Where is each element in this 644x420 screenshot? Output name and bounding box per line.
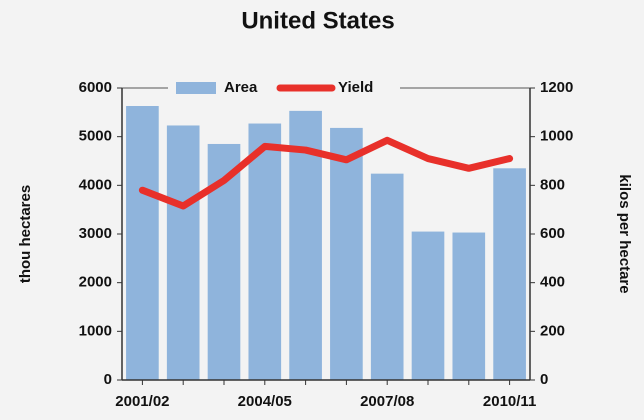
y2-tick-label: 200 (540, 322, 565, 339)
y2-axis-label: kilos per hectare (616, 174, 633, 293)
y-tick-label: 1000 (79, 322, 112, 339)
x-tick-label: 2007/08 (360, 393, 414, 410)
x-tick-label: 2001/02 (115, 393, 169, 410)
bar (166, 125, 200, 381)
bar (330, 127, 363, 380)
bar (493, 168, 526, 380)
legend-swatch (176, 82, 216, 94)
y2-tick-label: 800 (540, 176, 565, 193)
y-tick-label: 6000 (79, 79, 112, 96)
y2-tick-label: 1000 (540, 128, 573, 145)
bar (452, 232, 486, 380)
y-tick-label: 5000 (79, 128, 112, 145)
y-tick-label: 2000 (79, 274, 112, 291)
x-tick-label: 2004/05 (238, 393, 292, 410)
y2-tick-label: 0 (540, 371, 548, 388)
bar (126, 106, 159, 381)
legend-label: Area (224, 79, 258, 96)
yield-line (138, 136, 514, 210)
y-axis-label: thou hectares (17, 185, 34, 283)
y-tick-label: 0 (104, 371, 112, 388)
y2-tick-label: 600 (540, 225, 565, 242)
y-tick-label: 4000 (79, 176, 112, 193)
bar (411, 231, 445, 380)
bar (248, 123, 282, 380)
x-tick-label: 2010/11 (483, 393, 536, 410)
y2-tick-label: 1200 (540, 79, 573, 96)
legend-label: Yield (338, 79, 373, 96)
y-tick-label: 3000 (79, 225, 112, 242)
bar (370, 173, 404, 380)
chart-title: United States (241, 7, 394, 34)
y2-tick-label: 400 (540, 274, 565, 291)
